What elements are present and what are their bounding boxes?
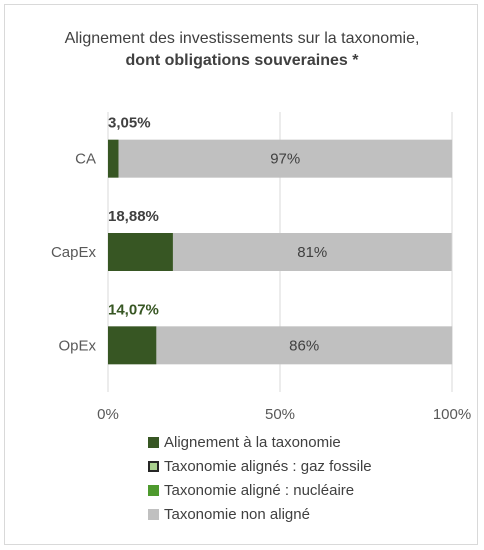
non-aligned-value-label: 81% (297, 244, 327, 261)
category-label: CA (75, 151, 96, 168)
chart-title: Alignement des investissements sur la ta… (0, 28, 484, 72)
non-aligned-value-label: 86% (289, 337, 319, 354)
legend-item-aligned: Alignement à la taxonomie (148, 430, 372, 454)
legend-swatch-non-aligned (148, 508, 159, 520)
category-label: CapEx (51, 244, 97, 261)
bar-segment (156, 326, 453, 365)
category-label: OpEx (58, 337, 96, 354)
bar-segment (118, 139, 453, 178)
chart-subtitle: dont obligations souveraines * (125, 52, 359, 69)
bar-segment (108, 233, 173, 271)
x-tick-label: 50% (265, 406, 295, 423)
x-tick-label: 100% (433, 406, 471, 423)
bar-segment (108, 326, 157, 365)
chart-title-line1: Alignement des investissements sur la ta… (64, 30, 420, 47)
aligned-value-label: 18,88% (108, 208, 159, 225)
legend-label-nuclear: Taxonomie aligné : nucléaire (164, 481, 355, 499)
aligned-value-label: 3,05% (108, 115, 151, 132)
legend-label-gas: Taxonomie alignés : gaz fossile (164, 457, 372, 475)
legend-item-gas: Taxonomie alignés : gaz fossile (148, 454, 372, 478)
legend-label-non-aligned: Taxonomie non aligné (164, 505, 310, 523)
chart-frame (4, 4, 478, 545)
legend: Alignement à la taxonomie Taxonomie alig… (148, 430, 372, 526)
bar-segment (108, 139, 119, 178)
legend-swatch-gas (148, 460, 159, 472)
legend-label-aligned: Alignement à la taxonomie (164, 433, 341, 451)
legend-item-nuclear: Taxonomie aligné : nucléaire (148, 478, 372, 502)
legend-swatch-aligned (148, 436, 159, 448)
aligned-value-label: 14,07% (108, 301, 159, 318)
bar-segment (172, 233, 452, 271)
non-aligned-value-label: 97% (270, 151, 300, 168)
legend-item-non-aligned: Taxonomie non aligné (148, 502, 372, 526)
x-tick-label: 0% (97, 406, 119, 423)
legend-swatch-nuclear (148, 484, 159, 496)
